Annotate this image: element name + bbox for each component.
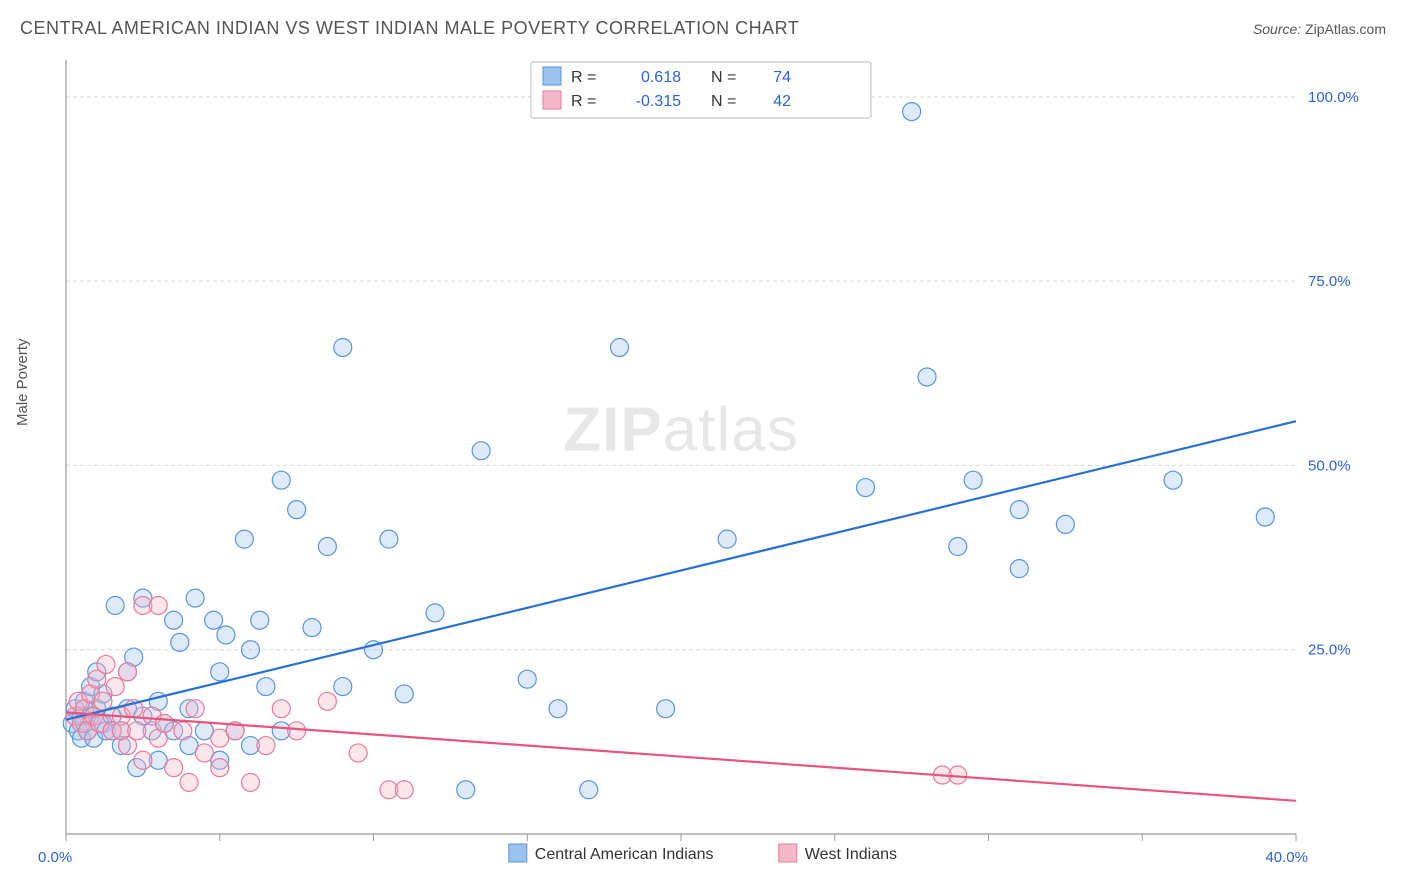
data-point — [186, 700, 204, 718]
data-point — [288, 722, 306, 740]
data-point — [380, 530, 398, 548]
y-tick-label: 50.0% — [1308, 457, 1351, 474]
data-point — [918, 368, 936, 386]
data-point — [549, 700, 567, 718]
data-point — [903, 103, 921, 121]
r-value: -0.315 — [636, 93, 681, 110]
scatter-chart: 25.0% 50.0% 75.0% 100.0% ZIPatlas 0.0% 40.0% R … — [20, 50, 1386, 882]
data-point — [857, 479, 875, 497]
data-point — [1010, 560, 1028, 578]
n-label: N = — [711, 93, 736, 110]
data-point — [174, 722, 192, 740]
data-point — [205, 611, 223, 629]
legend-label: Central American Indians — [535, 846, 714, 863]
r-value: 0.618 — [641, 69, 681, 86]
data-point — [119, 663, 137, 681]
data-point — [334, 338, 352, 356]
data-point — [657, 700, 675, 718]
y-tick-label: 25.0% — [1308, 642, 1351, 659]
data-point — [395, 781, 413, 799]
data-point — [395, 685, 413, 703]
data-point — [334, 678, 352, 696]
data-point — [242, 641, 260, 659]
data-point — [134, 751, 152, 769]
r-label: R = — [571, 93, 596, 110]
r-label: R = — [571, 69, 596, 86]
legend-swatch — [779, 844, 797, 862]
data-point — [165, 759, 183, 777]
source-value: ZipAtlas.com — [1305, 21, 1386, 37]
data-point — [180, 773, 198, 791]
data-point — [718, 530, 736, 548]
data-point — [186, 589, 204, 607]
data-point — [155, 714, 173, 732]
legend-label: West Indians — [805, 846, 897, 863]
data-point — [257, 737, 275, 755]
data-point — [171, 633, 189, 651]
data-point — [211, 759, 229, 777]
n-value: 42 — [773, 93, 791, 110]
data-point — [257, 678, 275, 696]
y-axis-label: Male Poverty — [14, 338, 31, 426]
data-point — [106, 678, 124, 696]
watermark: ZIPatlas — [563, 396, 798, 465]
data-point — [165, 611, 183, 629]
stats-swatch — [543, 67, 561, 85]
data-point — [611, 338, 629, 356]
data-point — [235, 530, 253, 548]
data-point — [217, 626, 235, 644]
data-point — [242, 773, 260, 791]
stats-swatch — [543, 91, 561, 109]
data-point — [272, 471, 290, 489]
data-point — [1164, 471, 1182, 489]
data-point — [303, 619, 321, 637]
data-point — [1256, 508, 1274, 526]
data-point — [964, 471, 982, 489]
data-point — [457, 781, 475, 799]
x-tick-label: 40.0% — [1265, 849, 1308, 866]
data-point — [149, 596, 167, 614]
data-point — [94, 692, 112, 710]
source-label: Source: — [1253, 21, 1305, 37]
data-point — [580, 781, 598, 799]
n-value: 74 — [773, 69, 791, 86]
data-point — [251, 611, 269, 629]
chart-container: Male Poverty 25.0%50.0%75.0%100.0%ZIPatl… — [20, 50, 1386, 882]
legend-swatch — [509, 844, 527, 862]
data-point — [128, 722, 146, 740]
data-point — [106, 596, 124, 614]
data-point — [1010, 501, 1028, 519]
y-tick-label: 100.0% — [1308, 89, 1359, 106]
trend-line — [66, 421, 1296, 720]
data-point — [288, 501, 306, 519]
data-point — [426, 604, 444, 622]
x-tick-label: 0.0% — [38, 849, 72, 866]
data-point — [349, 744, 367, 762]
data-point — [97, 655, 115, 673]
y-tick-label: 75.0% — [1308, 273, 1351, 290]
data-point — [949, 538, 967, 556]
data-point — [272, 700, 290, 718]
source-attribution: Source: ZipAtlas.com — [1253, 21, 1386, 37]
data-point — [318, 538, 336, 556]
data-point — [518, 670, 536, 688]
data-point — [318, 692, 336, 710]
chart-title: CENTRAL AMERICAN INDIAN VS WEST INDIAN M… — [20, 18, 799, 39]
data-point — [211, 663, 229, 681]
data-point — [1056, 515, 1074, 533]
data-point — [195, 744, 213, 762]
data-point — [472, 442, 490, 460]
n-label: N = — [711, 69, 736, 86]
header-bar: CENTRAL AMERICAN INDIAN VS WEST INDIAN M… — [0, 0, 1406, 47]
